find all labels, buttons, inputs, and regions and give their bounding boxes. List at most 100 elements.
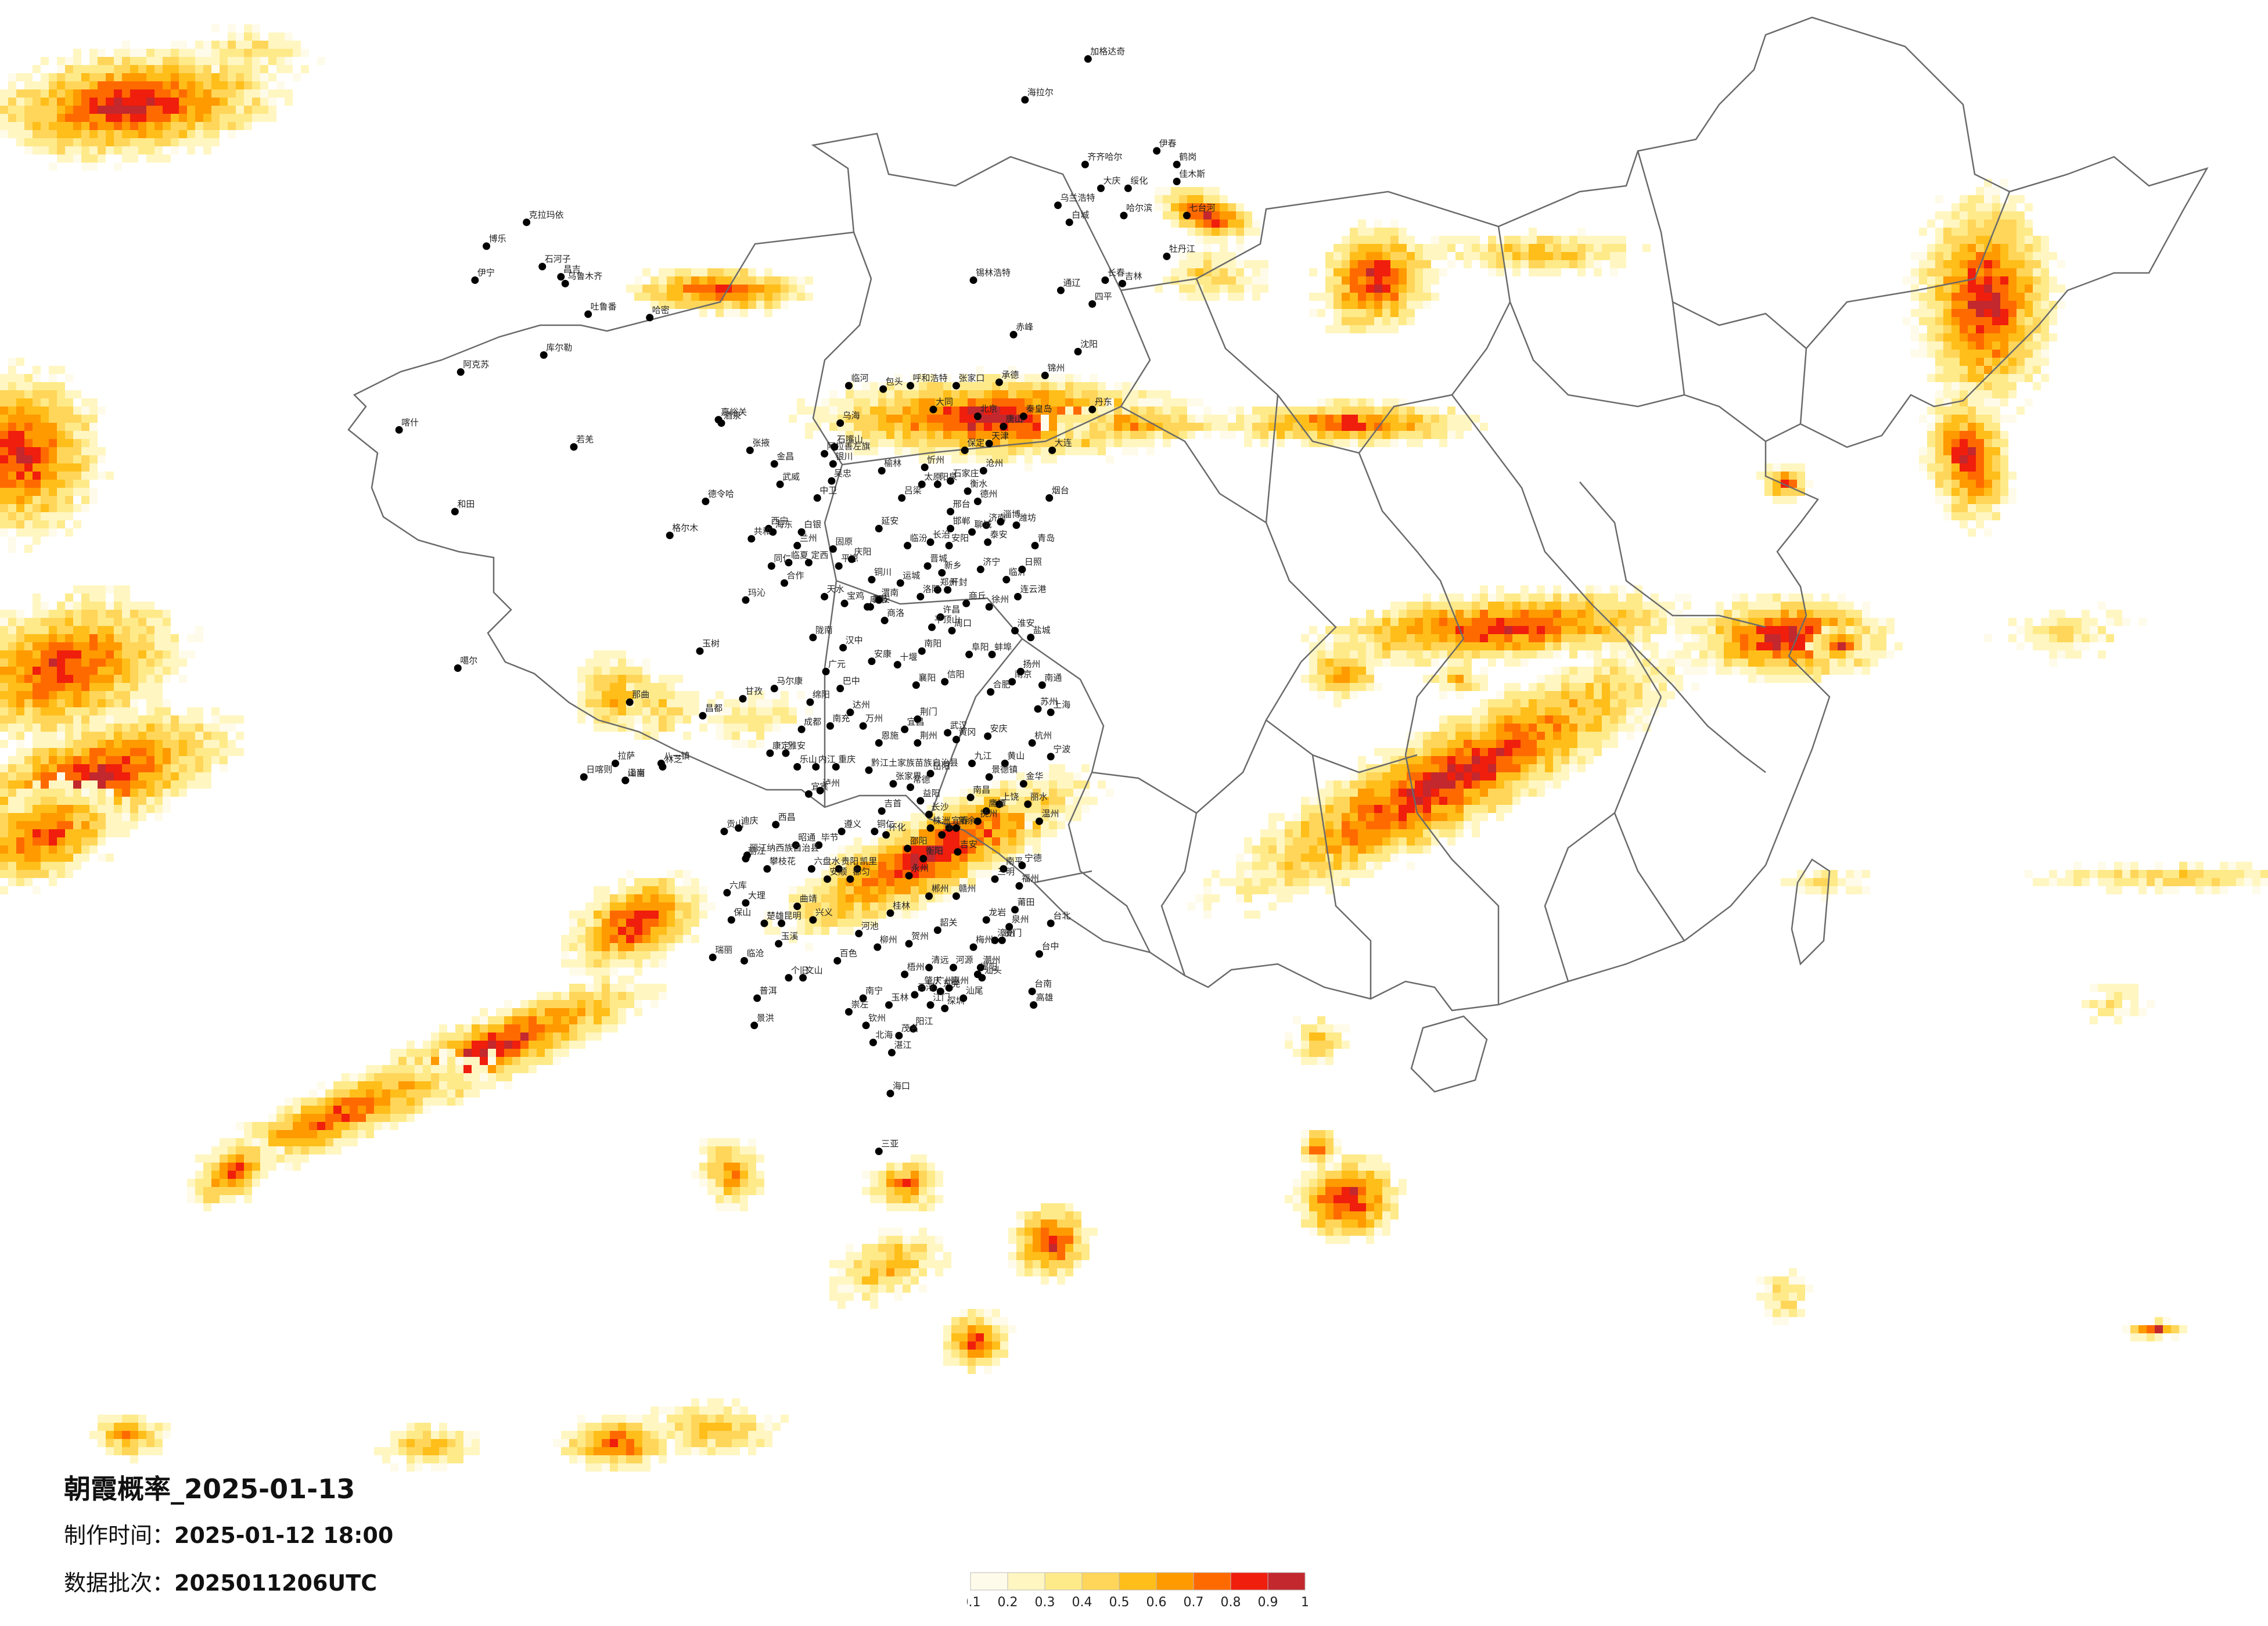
probability-cell	[1106, 431, 1114, 439]
probability-cell	[2017, 285, 2025, 293]
probability-cell	[98, 715, 106, 724]
probability-cell	[1350, 854, 1358, 862]
probability-cell	[1358, 772, 1366, 780]
probability-cell	[951, 398, 959, 406]
probability-cell	[1106, 398, 1114, 406]
probability-cell	[1862, 618, 1870, 626]
probability-cell	[122, 114, 130, 122]
probability-cell	[252, 49, 260, 57]
probability-cell	[2000, 366, 2008, 374]
probability-cell	[24, 724, 33, 732]
probability-cell	[163, 65, 171, 73]
probability-cell	[98, 593, 106, 602]
probability-cell	[154, 683, 163, 691]
probability-cell	[171, 732, 179, 740]
probability-cell	[81, 740, 89, 748]
probability-cell	[2025, 276, 2033, 285]
probability-cell	[187, 114, 195, 122]
probability-cell	[49, 146, 57, 154]
probability-cell	[1415, 431, 1423, 439]
probability-cell	[1293, 886, 1301, 894]
probability-cell	[57, 829, 65, 837]
probability-cell	[98, 650, 106, 659]
probability-cell	[1114, 423, 1122, 431]
probability-cell	[2025, 341, 2033, 350]
probability-cell	[57, 634, 65, 642]
probability-cell	[1642, 244, 1651, 252]
probability-cell	[65, 114, 73, 122]
probability-cell	[41, 650, 49, 659]
probability-cell	[89, 65, 98, 73]
probability-cell	[138, 642, 146, 650]
probability-cell	[675, 293, 683, 301]
probability-cell	[781, 285, 789, 293]
probability-cell	[138, 813, 146, 821]
probability-cell	[1366, 846, 1374, 854]
probability-cell	[114, 764, 122, 772]
probability-cell	[1171, 220, 1179, 228]
probability-cell	[2017, 374, 2025, 382]
probability-cell	[529, 1041, 537, 1049]
probability-cell	[1626, 593, 1634, 602]
probability-cell	[2041, 358, 2049, 366]
probability-cell	[846, 431, 854, 439]
probability-cell	[423, 1073, 431, 1081]
probability-cell	[1464, 797, 1472, 805]
probability-cell	[1943, 276, 1951, 285]
probability-cell	[1992, 350, 2000, 358]
probability-cell	[1439, 236, 1447, 244]
probability-cell	[1602, 236, 1610, 244]
probability-cell	[1927, 317, 1935, 325]
probability-cell	[1423, 837, 1431, 846]
probability-cell	[1992, 504, 2000, 512]
probability-cell	[1748, 626, 1756, 634]
probability-cell	[1081, 447, 1090, 455]
probability-cell	[2017, 228, 2025, 236]
probability-cell	[195, 65, 203, 73]
probability-cell	[1293, 846, 1301, 854]
probability-cell	[342, 1138, 350, 1146]
probability-cell	[846, 398, 854, 406]
probability-cell	[602, 919, 610, 927]
probability-cell	[1992, 260, 2000, 268]
probability-cell	[1342, 797, 1350, 805]
probability-cell	[1976, 455, 1984, 463]
probability-cell	[1399, 650, 1407, 659]
probability-cell	[1455, 764, 1464, 772]
probability-cell	[1602, 626, 1610, 634]
probability-cell	[2008, 333, 2017, 341]
probability-cell	[187, 748, 195, 756]
probability-cell	[594, 902, 602, 911]
probability-cell	[2041, 268, 2049, 276]
probability-cell	[1951, 488, 1960, 496]
probability-cell	[1431, 821, 1439, 829]
probability-cell	[1472, 244, 1480, 252]
probability-cell	[553, 1049, 561, 1057]
probability-cell	[1472, 805, 1480, 813]
probability-cell	[1390, 797, 1399, 805]
probability-cell	[1374, 415, 1382, 423]
probability-cell	[1992, 447, 2000, 455]
probability-cell	[1374, 797, 1382, 805]
probability-cell	[1244, 911, 1252, 919]
probability-cell	[1521, 610, 1529, 618]
probability-cell	[122, 106, 130, 114]
probability-cell	[244, 65, 252, 73]
probability-cell	[1374, 748, 1382, 756]
probability-cell	[1065, 447, 1073, 455]
probability-cell	[520, 1033, 529, 1041]
probability-cell	[1577, 602, 1586, 610]
probability-cell	[195, 138, 203, 146]
probability-cell	[943, 423, 951, 431]
probability-cell	[1431, 740, 1439, 748]
probability-cell	[683, 285, 691, 293]
probability-cell	[1399, 764, 1407, 772]
probability-cell	[1236, 423, 1244, 431]
probability-cell	[41, 610, 49, 618]
probability-cell	[203, 748, 211, 756]
probability-cell	[1951, 447, 1960, 455]
probability-cell	[602, 984, 610, 992]
probability-cell	[195, 57, 203, 65]
probability-cell	[1455, 740, 1464, 748]
probability-cell	[1943, 317, 1951, 325]
